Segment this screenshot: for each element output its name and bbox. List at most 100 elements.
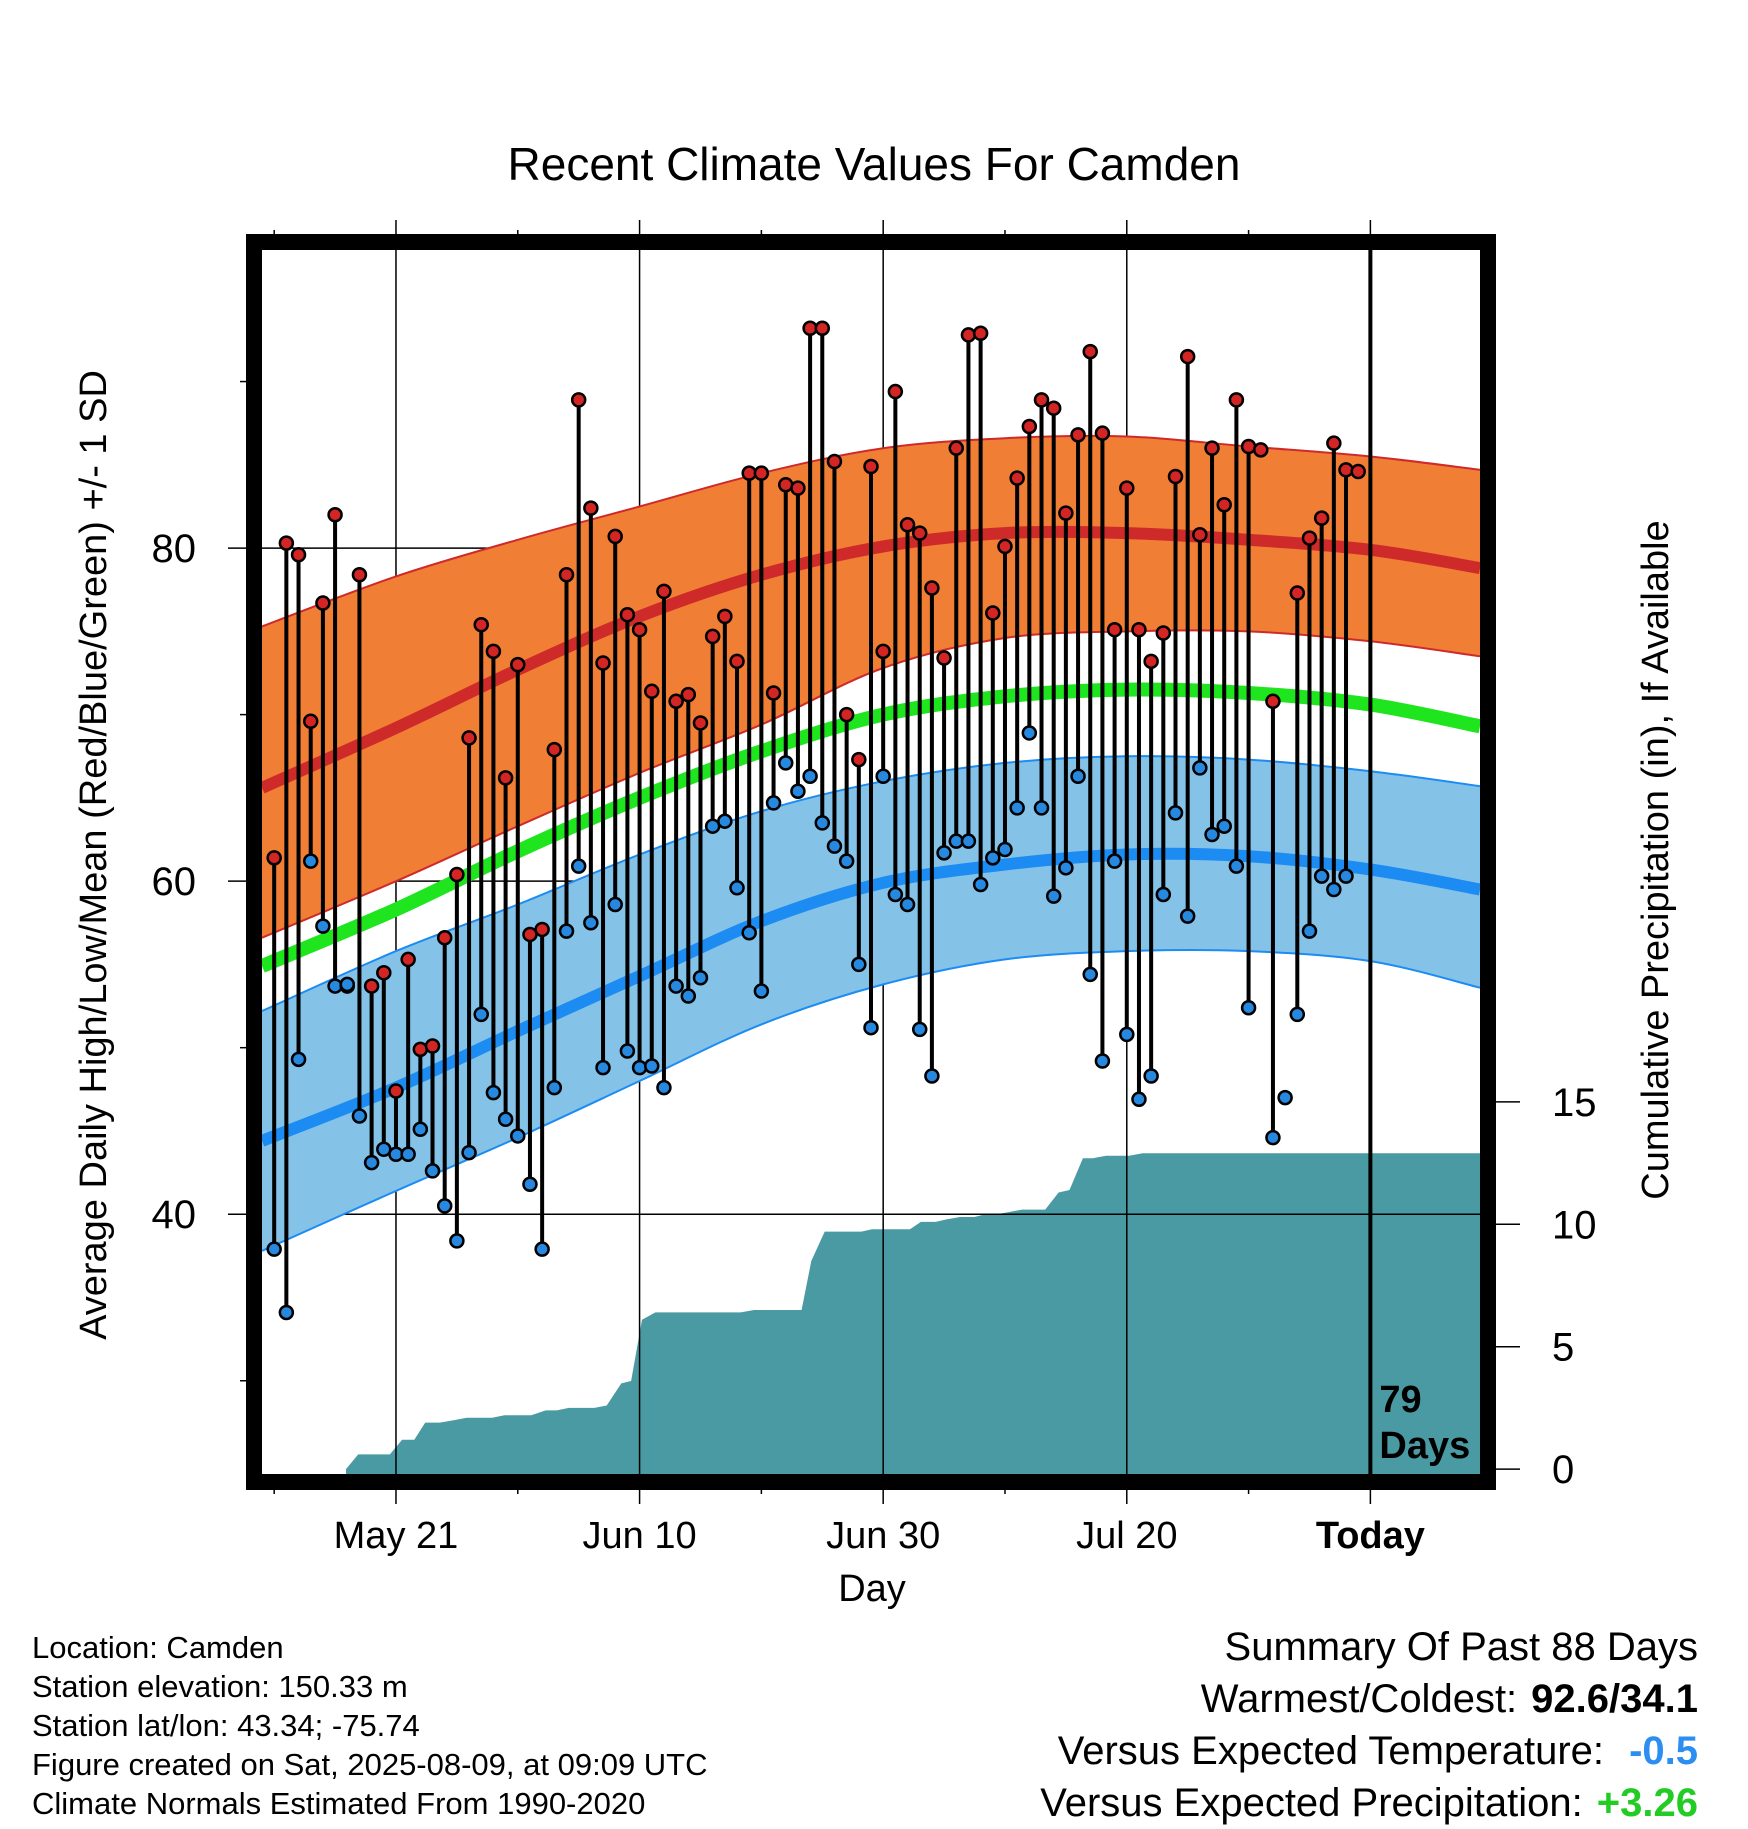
daily-low-point (838, 853, 855, 869)
x-tick-label: Today (1316, 1515, 1425, 1557)
precip-departure-row: Versus Expected Precipitation: +3.26 (1040, 1777, 1698, 1829)
daily-low-point (631, 1059, 648, 1076)
y2-tick-label: 0 (1552, 1448, 1574, 1492)
daily-high-point (436, 930, 453, 946)
daily-high-point (704, 628, 721, 645)
daily-high-point (315, 595, 331, 611)
daily-low-point (1167, 805, 1184, 821)
daily-low-point (363, 1154, 380, 1171)
daily-high-point (570, 392, 587, 408)
y-tick-label: 80 (152, 527, 197, 571)
daily-high-point (485, 643, 502, 660)
daily-low-point (1289, 1006, 1306, 1023)
daily-high-point (1082, 343, 1098, 360)
daily-low-point (315, 918, 331, 934)
daily-high-point (607, 528, 623, 545)
daily-low-point (668, 978, 684, 994)
daily-low-point (1265, 1129, 1281, 1146)
daily-low-point (802, 768, 818, 784)
y2-tick-label: 15 (1552, 1081, 1597, 1125)
daily-low-point (972, 876, 989, 893)
daily-low-point (436, 1198, 453, 1214)
daily-high-point (473, 616, 489, 633)
x-tick-label: Jun 30 (826, 1515, 940, 1557)
daily-high-point (1119, 480, 1135, 496)
warmest-coldest-label: Warmest/Coldest: (1200, 1677, 1518, 1721)
daily-low-point (1082, 966, 1098, 983)
daily-high-point (911, 525, 928, 541)
daily-high-point (668, 693, 684, 710)
daily-low-point (449, 1233, 465, 1249)
daily-low-point (753, 983, 770, 999)
daily-low-point (412, 1121, 429, 1138)
daily-high-point (558, 566, 575, 583)
daily-high-point (1265, 693, 1281, 710)
daily-high-point (863, 458, 879, 475)
daily-high-point (1313, 510, 1330, 526)
daily-high-point (1070, 427, 1086, 443)
daily-high-point (729, 653, 745, 670)
daily-low-point (656, 1079, 672, 1096)
daily-low-point (997, 841, 1013, 858)
daily-high-point (838, 706, 855, 723)
x-axis-label: Day (838, 1568, 906, 1610)
daily-low-point (1216, 818, 1232, 834)
daily-high-point (595, 655, 611, 671)
daily-low-point (1179, 908, 1196, 924)
daily-high-point (1192, 527, 1208, 543)
daily-low-point (1192, 760, 1208, 776)
daily-low-point (595, 1059, 611, 1076)
daily-low-point (351, 1108, 368, 1124)
x-tick-label: Jul 20 (1076, 1515, 1177, 1557)
daily-high-point (302, 713, 319, 730)
daily-high-point (887, 383, 904, 400)
daily-high-point (1350, 463, 1366, 480)
daily-high-point (997, 538, 1013, 555)
daily-high-point (266, 850, 282, 866)
daily-low-point (1240, 999, 1257, 1016)
daily-high-point (363, 978, 380, 994)
normals-text: Climate Normals Estimated From 1990-2020 (32, 1786, 646, 1821)
y2-tick-label: 10 (1552, 1203, 1597, 1247)
daily-low-point (522, 1176, 538, 1192)
daily-low-point (290, 1051, 307, 1068)
daily-low-point (960, 833, 977, 849)
daily-low-point (1070, 768, 1086, 784)
daily-high-point (1155, 625, 1172, 641)
daily-high-point (924, 580, 940, 596)
daily-high-point (376, 964, 392, 981)
daily-low-point (583, 915, 599, 931)
daily-high-point (753, 465, 770, 481)
daily-high-point (1143, 653, 1159, 670)
daily-high-point (546, 741, 563, 758)
daily-high-point (814, 320, 831, 337)
today-annotation-days: Days (1379, 1425, 1470, 1467)
daily-high-point (290, 547, 307, 563)
daily-high-point (680, 686, 697, 703)
precipitation-area (346, 1153, 1480, 1474)
daily-low-point (1204, 826, 1220, 843)
chart-title: Recent Climate Values For Camden (508, 138, 1241, 190)
daily-high-point (1179, 348, 1196, 365)
daily-low-point (777, 755, 794, 771)
daily-high-point (424, 1038, 441, 1054)
daily-low-point (424, 1163, 441, 1179)
daily-high-point (972, 325, 989, 342)
daily-high-point (692, 715, 709, 731)
daily-low-point (1106, 853, 1123, 869)
daily-low-point (985, 850, 1001, 866)
location-text: Location: Camden (32, 1630, 284, 1665)
daily-high-point (510, 656, 526, 673)
daily-high-point (1167, 468, 1184, 485)
temp-departure-value: -0.5 (1629, 1729, 1698, 1773)
daily-low-point (1119, 1026, 1135, 1043)
daily-low-point (400, 1146, 416, 1163)
daily-high-point (1338, 462, 1354, 478)
daily-low-point (1058, 860, 1074, 876)
daily-high-point (534, 921, 550, 938)
daily-low-point (339, 976, 356, 993)
daily-low-point (1033, 800, 1050, 816)
daily-low-point (1338, 868, 1354, 884)
